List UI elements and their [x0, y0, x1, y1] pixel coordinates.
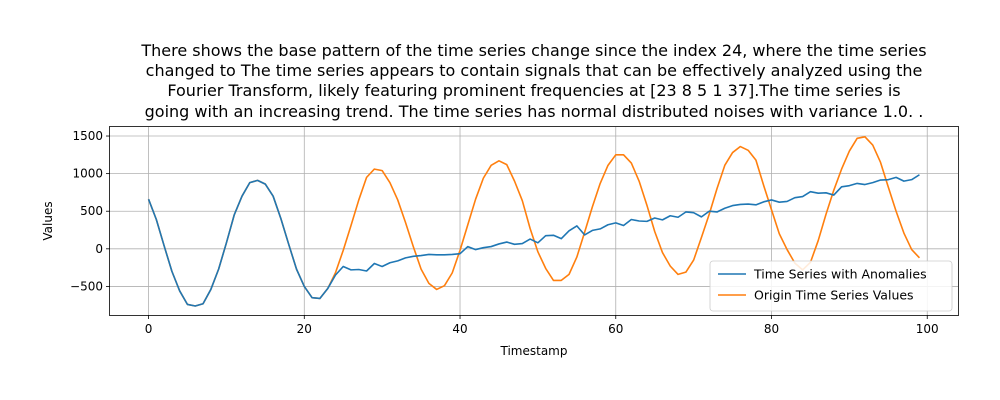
y-axis-label: Values	[41, 201, 55, 240]
series-layer	[147, 135, 921, 307]
title-line-1: There shows the base pattern of the time…	[140, 41, 926, 60]
x-axis-label: Timestamp	[500, 344, 568, 358]
y-tick-label: 0	[95, 242, 103, 256]
x-tick-label: 0	[145, 322, 153, 336]
y-tick-label: 1000	[72, 167, 103, 181]
axis-ticks: 0 20 40 60 80 100 −500 0 500 1000 1500	[70, 129, 939, 336]
x-tick-label: 60	[608, 322, 623, 336]
legend: Time Series with Anomalies Origin Time S…	[709, 260, 953, 312]
x-tick-label: 40	[452, 322, 467, 336]
title-line-2: changed to The time series appears to co…	[146, 61, 923, 80]
grid-lines	[110, 127, 958, 315]
title-line-4: going with an increasing trend. The time…	[145, 102, 924, 121]
y-tick-label: 1500	[72, 129, 103, 143]
legend-label-origin: Origin Time Series Values	[754, 288, 914, 303]
x-tick-label: 20	[297, 322, 312, 336]
x-tick-label: 100	[916, 322, 939, 336]
legend-label-anomalies: Time Series with Anomalies	[753, 267, 927, 282]
y-tick-label: 500	[80, 204, 103, 218]
chart-title: There shows the base pattern of the time…	[140, 41, 926, 121]
x-tick-label: 80	[764, 322, 779, 336]
legend-frame	[709, 260, 953, 312]
plot-area-frame	[109, 126, 959, 316]
y-tick-label: −500	[70, 279, 103, 293]
series-line-anomalies	[147, 174, 920, 307]
title-line-3: Fourier Transform, likely featuring prom…	[167, 81, 900, 100]
